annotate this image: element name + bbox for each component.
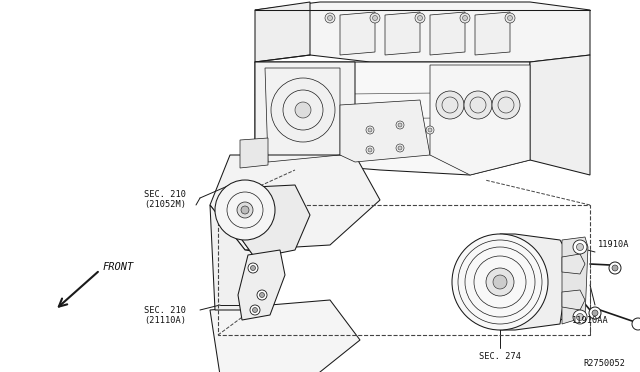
Circle shape	[592, 310, 598, 316]
Circle shape	[460, 13, 470, 23]
Polygon shape	[255, 2, 590, 62]
Polygon shape	[210, 300, 360, 372]
Polygon shape	[430, 65, 530, 175]
Circle shape	[241, 206, 249, 214]
Polygon shape	[255, 62, 530, 175]
Polygon shape	[240, 138, 268, 168]
Circle shape	[328, 16, 333, 20]
Circle shape	[295, 102, 311, 118]
Circle shape	[215, 180, 275, 240]
Polygon shape	[430, 12, 465, 55]
Circle shape	[573, 240, 587, 254]
Polygon shape	[340, 100, 430, 162]
Circle shape	[396, 121, 404, 129]
Circle shape	[366, 126, 374, 134]
Polygon shape	[255, 62, 355, 168]
Circle shape	[398, 146, 402, 150]
Polygon shape	[475, 12, 510, 55]
Circle shape	[452, 234, 548, 330]
Circle shape	[257, 290, 267, 300]
Circle shape	[398, 123, 402, 127]
Polygon shape	[562, 237, 588, 324]
Text: 11910A: 11910A	[598, 240, 630, 248]
Circle shape	[368, 128, 372, 132]
Circle shape	[436, 91, 464, 119]
Polygon shape	[562, 290, 585, 310]
Text: SEC. 210
(21052M): SEC. 210 (21052M)	[144, 190, 186, 209]
Polygon shape	[530, 55, 590, 175]
Circle shape	[426, 126, 434, 134]
Circle shape	[370, 13, 380, 23]
Circle shape	[486, 268, 514, 296]
Circle shape	[366, 146, 374, 154]
Circle shape	[464, 91, 492, 119]
Circle shape	[493, 275, 507, 289]
Polygon shape	[340, 12, 375, 55]
Text: FRONT: FRONT	[103, 262, 134, 272]
Circle shape	[573, 310, 587, 324]
Circle shape	[325, 13, 335, 23]
Circle shape	[415, 13, 425, 23]
Circle shape	[372, 16, 378, 20]
Circle shape	[417, 16, 422, 20]
Circle shape	[508, 16, 513, 20]
Polygon shape	[490, 240, 565, 324]
Circle shape	[396, 144, 404, 152]
Circle shape	[259, 292, 264, 298]
Circle shape	[577, 314, 584, 321]
Polygon shape	[235, 185, 310, 258]
Circle shape	[492, 91, 520, 119]
Circle shape	[250, 266, 255, 270]
Polygon shape	[385, 12, 420, 55]
Circle shape	[271, 78, 335, 142]
Circle shape	[609, 262, 621, 274]
Text: SEC. 274: SEC. 274	[479, 352, 521, 361]
Polygon shape	[210, 155, 380, 250]
Polygon shape	[238, 250, 285, 320]
Circle shape	[368, 148, 372, 152]
Circle shape	[577, 244, 584, 250]
Circle shape	[505, 13, 515, 23]
Circle shape	[463, 16, 467, 20]
Circle shape	[253, 308, 257, 312]
Circle shape	[428, 128, 432, 132]
Text: 11910AA: 11910AA	[572, 316, 609, 325]
Polygon shape	[255, 2, 310, 62]
Circle shape	[248, 263, 258, 273]
Circle shape	[612, 265, 618, 271]
Polygon shape	[500, 234, 570, 330]
Circle shape	[250, 305, 260, 315]
Polygon shape	[562, 254, 585, 274]
Text: R2750052: R2750052	[583, 359, 625, 368]
Circle shape	[589, 307, 601, 319]
Polygon shape	[210, 205, 280, 310]
Circle shape	[632, 318, 640, 330]
Circle shape	[237, 202, 253, 218]
Text: SEC. 210
(21110A): SEC. 210 (21110A)	[144, 306, 186, 326]
